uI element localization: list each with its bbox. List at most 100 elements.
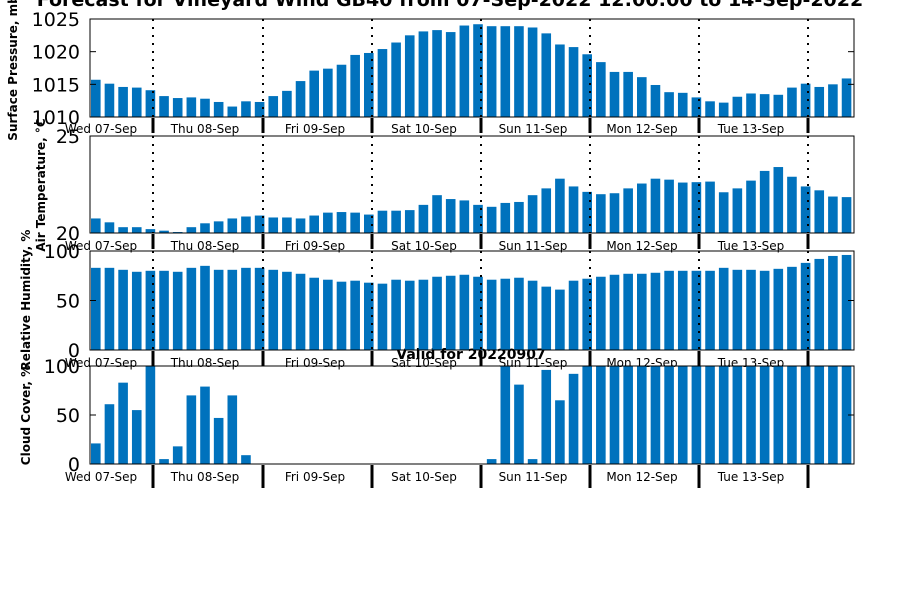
cloud-ytick-label: 100 [44, 356, 80, 378]
temperature-axes-frame [89, 135, 855, 234]
pressure-bar [104, 83, 115, 117]
pressure-bar [118, 86, 128, 117]
pressure-bar [91, 79, 101, 117]
pressure-bar [609, 71, 620, 117]
humidity-bar [514, 277, 524, 350]
temperature-bar [145, 229, 156, 233]
cloud-cover-panel: 0 50 100 Wed 07-Sep Thu 08-Sep Fri 09-Sep Sat … [19, 356, 855, 488]
cloud-bar [800, 366, 811, 464]
cloud-xtick-label: Sun 11-Sep [499, 470, 568, 484]
pressure-bar [172, 98, 183, 117]
humidity-bar [486, 279, 497, 350]
temperature-bar [131, 227, 142, 233]
humidity-bar [841, 254, 852, 350]
pressure-bar [131, 87, 142, 117]
cloud-xtick-label: Wed 07-Sep [65, 470, 137, 484]
temperature-bar [268, 217, 279, 233]
cloud-bar [787, 366, 797, 464]
pressure-bar [486, 26, 497, 117]
cloud-bar [104, 404, 115, 464]
pressure-bar [623, 71, 633, 117]
cloud-bar [759, 366, 770, 464]
temperature-bar [787, 176, 797, 233]
pressure-bar [200, 98, 210, 117]
pressure-bar [664, 92, 674, 117]
temperature-bar [323, 212, 333, 233]
pressure-bar [309, 70, 319, 117]
pressure-bar [527, 27, 538, 118]
pressure-ytick-label: 1015 [32, 74, 80, 96]
temperature-xtick-label: Fri 09-Sep [285, 239, 345, 253]
humidity-bar [787, 266, 797, 350]
temperature-ylabel: Air Temperature, °C [34, 118, 48, 252]
humidity-bar [377, 283, 388, 350]
pressure-bar [677, 92, 688, 117]
pressure-xtick-label: Sun 11-Sep [499, 122, 568, 136]
pressure-ytick-label: 1020 [32, 42, 80, 64]
pressure-bar [473, 24, 483, 118]
humidity-bar [268, 269, 279, 350]
temperature-xtick-label: Mon 12-Sep [606, 239, 677, 253]
cloud-bar [131, 410, 142, 464]
temperature-bar [432, 195, 442, 233]
humidity-bar [118, 269, 128, 350]
cloud-bar [527, 459, 538, 464]
cloud-bar [732, 366, 743, 464]
humidity-bar [391, 279, 401, 350]
humidity-bar [159, 270, 169, 350]
humidity-bar [637, 273, 647, 350]
humidity-xtick-label: Fri 09-Sep [285, 356, 345, 370]
humidity-bar [418, 279, 429, 350]
temperature-xtick-label: Sat 10-Sep [391, 239, 457, 253]
temperature-bar [486, 206, 497, 233]
cloud-bar [623, 366, 633, 464]
cloud-bar [705, 366, 715, 464]
humidity-bar [814, 258, 825, 350]
pressure-bar [254, 101, 265, 117]
humidity-bar [473, 276, 483, 350]
pressure-bar [800, 83, 811, 117]
temperature-bar [459, 200, 470, 233]
temperature-bar [200, 223, 210, 233]
humidity-bar [350, 280, 360, 350]
humidity-bar [500, 278, 511, 350]
pressure-bar [514, 26, 524, 117]
temperature-bar [650, 178, 661, 233]
pressure-bar [336, 64, 347, 117]
cloud-bar [200, 386, 210, 464]
cloud-bar [841, 366, 852, 464]
temperature-bar [118, 227, 128, 233]
temperature-bar [800, 186, 811, 233]
humidity-bar [172, 271, 183, 350]
humidity-bar [404, 280, 415, 350]
pressure-ylabel: Surface Pressure, mb [6, 0, 20, 141]
cloud-bar [91, 443, 101, 464]
humidity-bar [445, 275, 456, 350]
humidity-bar [828, 255, 838, 350]
pressure-bar [227, 106, 238, 117]
pressure-bar [828, 84, 838, 117]
cloud-bar [213, 417, 224, 464]
temperature-bar [391, 210, 401, 233]
temperature-bar [527, 195, 538, 233]
cloud-ytick-label: 0 [68, 454, 80, 476]
temperature-bar [295, 218, 306, 233]
pressure-ytick-label: 1025 [32, 9, 80, 31]
temperature-xtick-label: Sun 11-Sep [499, 239, 568, 253]
temperature-bar [541, 188, 552, 233]
temperature-bar [514, 201, 524, 233]
cloud-bar [746, 366, 756, 464]
temperature-bar [773, 167, 784, 233]
pressure-bar [445, 32, 456, 117]
temperature-bar [705, 181, 715, 233]
pressure-xtick-label: Tue 13-Sep [717, 122, 785, 136]
pressure-bar [391, 42, 401, 117]
pressure-xtick-label: Wed 07-Sep [65, 122, 137, 136]
humidity-bar [718, 267, 729, 350]
cloud-bar [241, 455, 251, 464]
pressure-bar [377, 49, 388, 117]
humidity-bar [732, 269, 743, 350]
cloud-bar [664, 366, 674, 464]
